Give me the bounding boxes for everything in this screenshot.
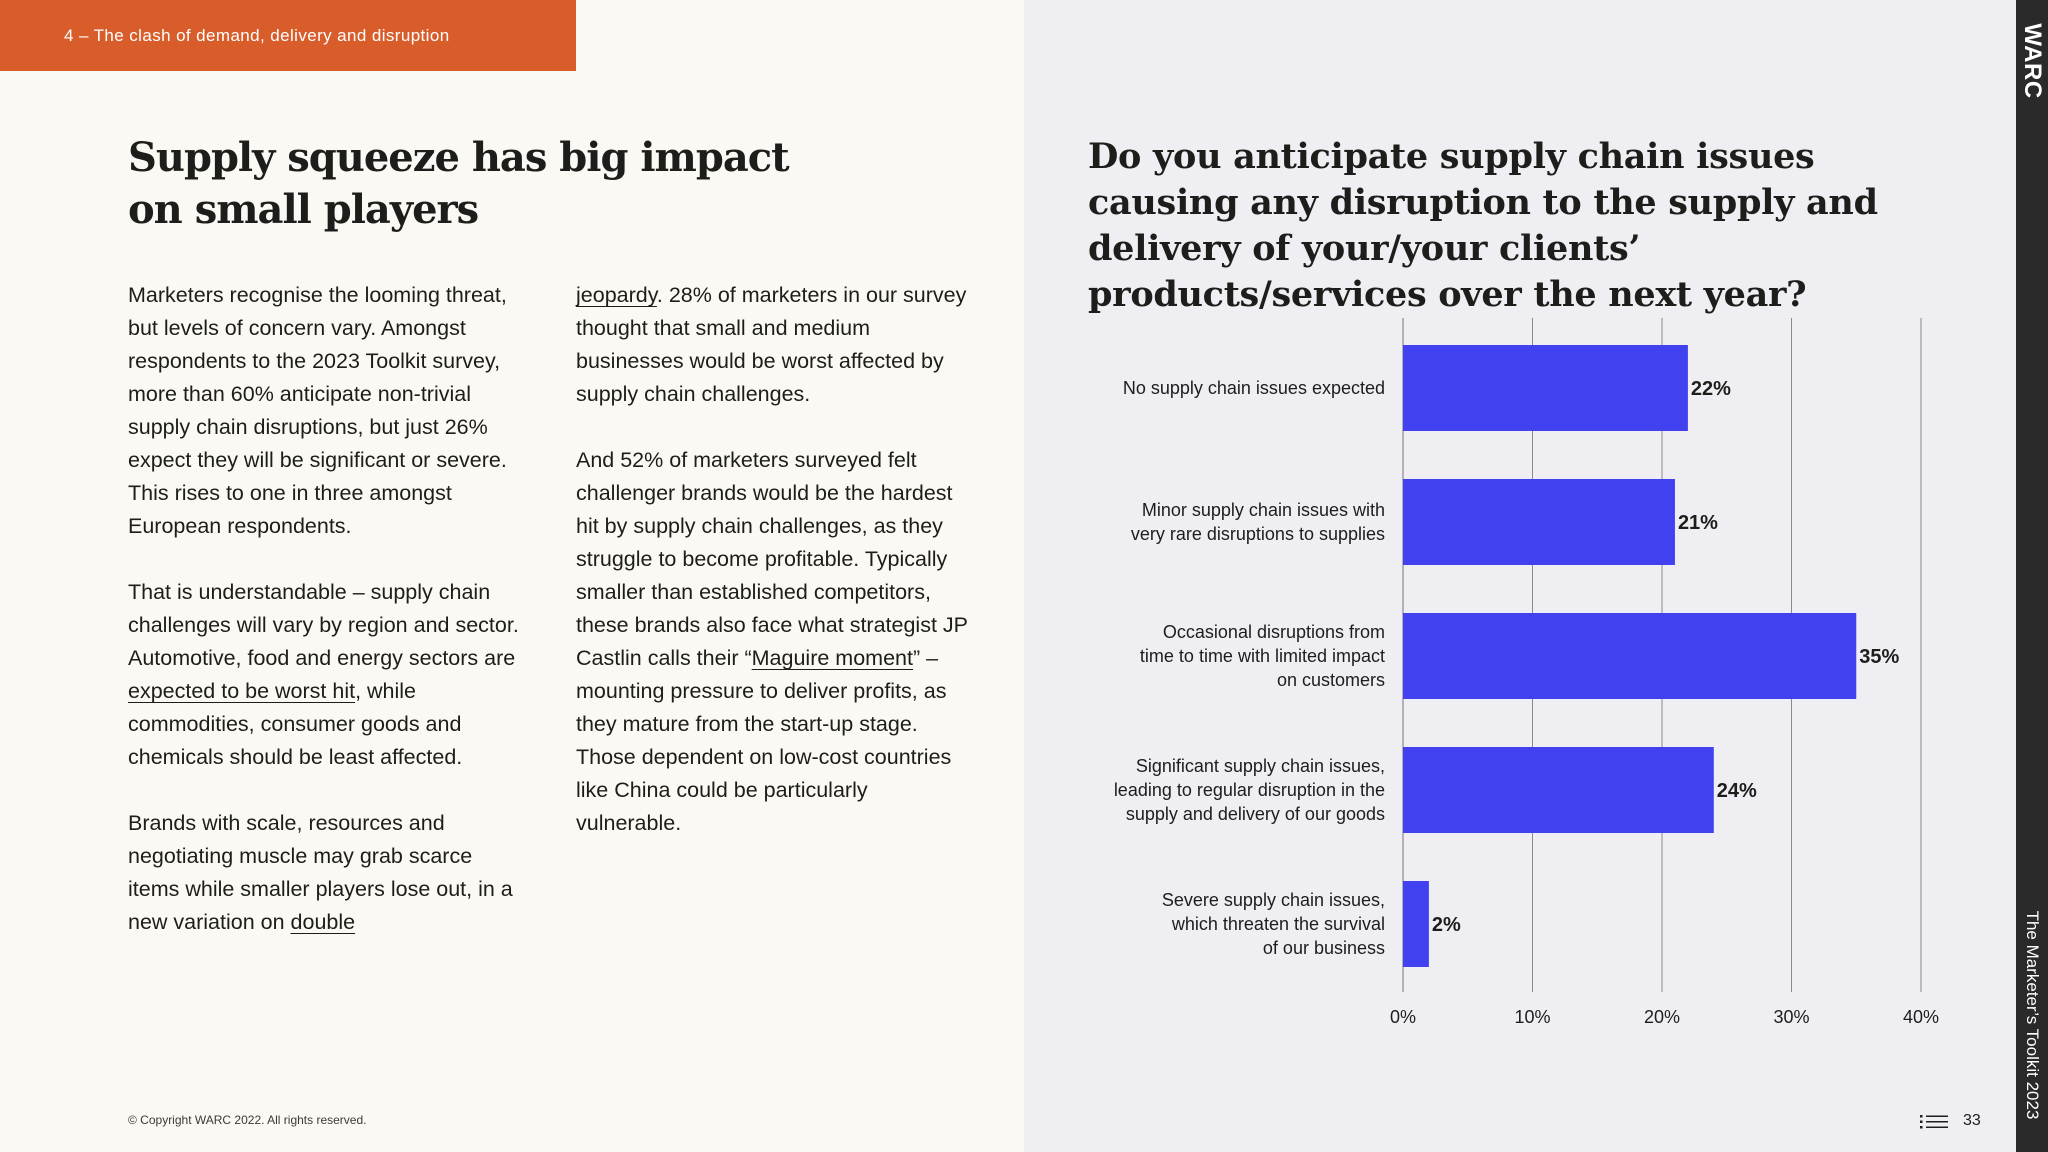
expected-to-be-worst-hit-link[interactable]: expected to be worst hit	[128, 679, 356, 703]
data-label: 22%	[1691, 378, 1731, 400]
menu-list-icon[interactable]	[1920, 1114, 1950, 1130]
paragraph: Marketers recognise the looming threat, …	[128, 283, 507, 538]
paragraph-text: That is understandable – supply chain ch…	[128, 580, 519, 670]
bar-chart: 0% 10% 20% 30% 40% 22% No supply chain issues …	[1114, 318, 1939, 1027]
paragraph-text: And 52% of marketers surveyed felt chall…	[576, 448, 968, 670]
page-title-line-2: on small players	[128, 186, 479, 233]
x-tick-label: 30%	[1773, 1007, 1809, 1027]
page-number: 33	[1963, 1112, 1981, 1129]
copyright: © Copyright WARC 2022. All rights reserv…	[128, 1113, 367, 1127]
double-jeopardy-link[interactable]: double	[290, 910, 356, 934]
side-title: The Marketer’s Toolkit 2023	[2016, 890, 2048, 1140]
category-label: Minor supply chain issues with	[1142, 500, 1385, 520]
left-panel	[0, 0, 1024, 1152]
body-column-2: jeopardy. 28% of marketers in our survey…	[576, 279, 976, 873]
paragraph: And 52% of marketers surveyed felt chall…	[576, 444, 976, 840]
data-label: 24%	[1717, 780, 1757, 802]
paragraph-text: . 28% of marketers in our survey thought…	[576, 283, 967, 406]
data-label: 21%	[1678, 512, 1718, 534]
brand-label: WARC	[2019, 23, 2046, 99]
paragraph-text: Brands with scale, resources and negotia…	[128, 811, 513, 934]
category-label: on customers	[1277, 670, 1385, 690]
jeopardy-link[interactable]: jeopardy	[576, 283, 657, 307]
bar	[1403, 345, 1688, 431]
paragraph-text: ” – mounting pressure to deliver profits…	[576, 646, 952, 835]
paragraph: Brands with scale, resources and negotia…	[128, 807, 528, 939]
paragraph-text: , while commodities, consumer goods and …	[128, 679, 463, 769]
body-column-1: Marketers recognise the looming threat, …	[128, 279, 528, 972]
x-tick-label: 20%	[1644, 1007, 1680, 1027]
bar	[1403, 479, 1675, 565]
x-tick-label: 10%	[1514, 1007, 1550, 1027]
category-label: which threaten the survival	[1171, 914, 1385, 934]
warc-logo[interactable]: WARC	[2018, 16, 2046, 106]
paragraph: That is understandable – supply chain ch…	[128, 576, 528, 774]
category-label: very rare disruptions to supplies	[1131, 524, 1385, 544]
section-tag: 4 – The clash of demand, delivery and di…	[0, 0, 576, 71]
bar	[1403, 613, 1857, 699]
side-strip	[2016, 0, 2048, 1152]
x-tick-label: 0%	[1390, 1007, 1416, 1027]
category-label: leading to regular disruption in the	[1114, 780, 1385, 800]
x-tick-label: 40%	[1903, 1007, 1939, 1027]
category-label: Occasional disruptions from	[1163, 622, 1385, 642]
page-title: Supply squeeze has big impact on small p…	[128, 132, 828, 236]
right-panel	[1024, 0, 2016, 1152]
category-label: supply and delivery of our goods	[1126, 804, 1385, 824]
bar	[1403, 747, 1714, 833]
paragraph: jeopardy. 28% of marketers in our survey…	[576, 279, 976, 411]
bar	[1403, 881, 1429, 967]
side-title-label: The Marketer’s Toolkit 2023	[2023, 910, 2042, 1120]
category-label: No supply chain issues expected	[1123, 378, 1385, 398]
category-label: time to time with limited impact	[1140, 646, 1385, 666]
category-label: of our business	[1263, 938, 1385, 958]
data-label: 35%	[1859, 646, 1899, 668]
section-tag-label: 4 – The clash of demand, delivery and di…	[64, 26, 450, 45]
maguire-moment-link[interactable]: Maguire moment	[751, 646, 913, 670]
chart-question: Do you anticipate supply chain issues ca…	[1088, 136, 1878, 315]
category-label: Significant supply chain issues,	[1136, 756, 1385, 776]
category-label: Severe supply chain issues,	[1162, 890, 1385, 910]
data-label: 2%	[1432, 914, 1461, 936]
page-title-line-1: Supply squeeze has big impact	[128, 134, 790, 181]
